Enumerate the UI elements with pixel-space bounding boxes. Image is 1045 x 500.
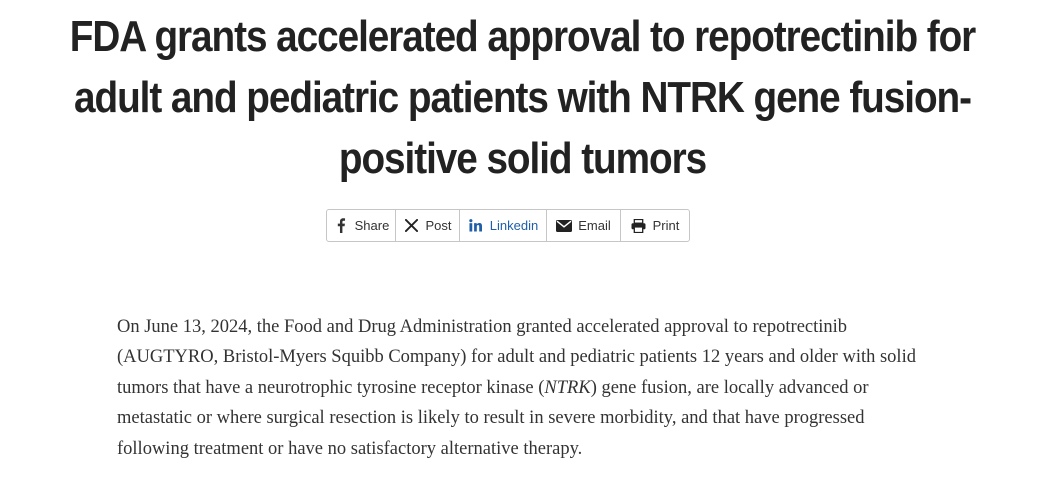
- x-icon: [403, 218, 419, 234]
- x-post-label: Post: [425, 218, 452, 233]
- linkedin-share-button[interactable]: Linkedin: [460, 210, 547, 241]
- article-intro-paragraph: On June 13, 2024, the Food and Drug Admi…: [117, 312, 937, 464]
- facebook-share-label: Share: [354, 218, 390, 233]
- linkedin-share-label: Linkedin: [489, 218, 539, 233]
- share-toolbar: Share Post Linkedin Email: [326, 209, 690, 242]
- page-title: FDA grants accelerated approval to repot…: [69, 12, 976, 183]
- printer-icon: [631, 218, 647, 234]
- intro-gene-emphasis: NTRK: [544, 377, 591, 398]
- facebook-share-button[interactable]: Share: [327, 210, 396, 241]
- facebook-icon: [333, 218, 349, 234]
- email-share-button[interactable]: Email: [547, 210, 621, 241]
- intro-text-part1: On June 13, 2024, the Food and Drug Admi…: [117, 317, 916, 398]
- email-share-label: Email: [578, 218, 611, 233]
- envelope-icon: [556, 218, 573, 234]
- print-label: Print: [652, 218, 680, 233]
- x-post-button[interactable]: Post: [396, 210, 460, 241]
- linkedin-icon: [468, 218, 484, 234]
- intro-text-part2: ) gene fusion, are locally advanced or m…: [117, 377, 869, 459]
- print-button[interactable]: Print: [621, 210, 689, 241]
